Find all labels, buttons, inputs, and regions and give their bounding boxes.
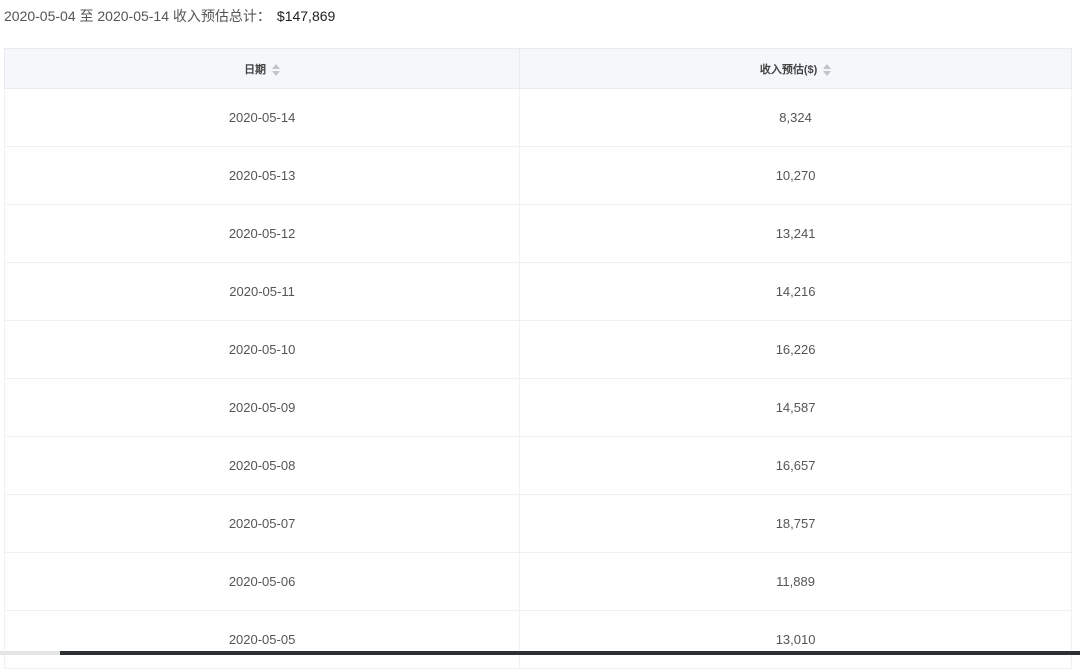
revenue-cell: 10,270 [519, 146, 1072, 205]
date-cell: 2020-05-12 [3, 204, 521, 263]
table-row: 2020-05-13 10,270 [3, 146, 1072, 205]
table-row: 2020-05-11 14,216 [3, 262, 1072, 321]
horizontal-scrollbar[interactable] [60, 651, 1080, 655]
date-cell: 2020-05-06 [3, 552, 521, 611]
summary-total: $147,869 [276, 8, 336, 24]
table-row: 2020-05-05 13,010 [3, 610, 1072, 669]
revenue-table: 日期 收入预估($) 2020-05-14 8,324 2020-05-13 10,2… [3, 48, 1072, 669]
date-cell: 2020-05-10 [3, 320, 521, 379]
revenue-cell: 11,889 [519, 552, 1072, 611]
revenue-cell: 14,216 [519, 262, 1072, 321]
sort-icon[interactable] [272, 63, 281, 76]
date-cell: 2020-05-11 [3, 262, 521, 321]
date-cell: 2020-05-09 [3, 378, 521, 437]
revenue-cell: 14,587 [519, 378, 1072, 437]
revenue-cell: 16,657 [519, 436, 1072, 495]
header-label: 日期 [244, 63, 267, 76]
column-header-date[interactable]: 日期 [3, 48, 521, 89]
revenue-cell: 18,757 [519, 494, 1072, 553]
table-row: 2020-05-08 16,657 [3, 436, 1072, 495]
table-row: 2020-05-07 18,757 [3, 494, 1072, 553]
date-cell: 2020-05-07 [3, 494, 521, 553]
revenue-cell: 13,241 [519, 204, 1072, 263]
table-row: 2020-05-06 11,889 [3, 552, 1072, 611]
date-cell: 2020-05-08 [3, 436, 521, 495]
scrollbar-track [0, 651, 60, 655]
revenue-summary: 2020-05-04 至 2020-05-14 收入预估总计： $147,869 [4, 6, 335, 26]
table-row: 2020-05-09 14,587 [3, 378, 1072, 437]
column-header-revenue[interactable]: 收入预估($) [519, 48, 1072, 89]
table-row: 2020-05-14 8,324 [3, 88, 1072, 147]
date-cell: 2020-05-13 [3, 146, 521, 205]
summary-label: 2020-05-04 至 2020-05-14 收入预估总计： [4, 8, 271, 24]
revenue-cell: 16,226 [519, 320, 1072, 379]
revenue-cell: 8,324 [519, 88, 1072, 147]
sort-icon[interactable] [823, 63, 832, 76]
table-row: 2020-05-12 13,241 [3, 204, 1072, 263]
table-row: 2020-05-10 16,226 [3, 320, 1072, 379]
date-cell: 2020-05-14 [3, 88, 521, 147]
header-label: 收入预估($) [759, 63, 818, 76]
revenue-cell: 13,010 [519, 610, 1072, 669]
date-cell: 2020-05-05 [3, 610, 521, 669]
